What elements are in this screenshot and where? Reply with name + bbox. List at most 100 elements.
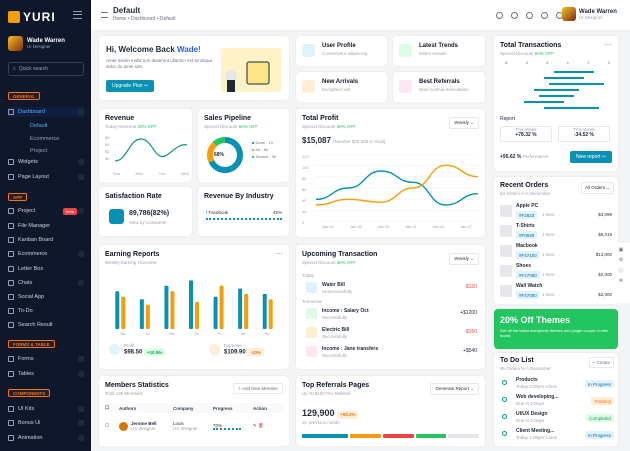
- orders-dropdown[interactable]: All Orders ⌄: [580, 182, 614, 194]
- transaction-row[interactable]: Electric Bill Successfully -$150: [302, 326, 479, 340]
- quick-best-referrals[interactable]: Best Referrals Quis nostrud exercitation: [393, 72, 485, 102]
- edit-icon[interactable]: ✎: [253, 423, 257, 428]
- profit-dropdown[interactable]: Weekly ⌄: [449, 117, 479, 129]
- upgrade-plan-button[interactable]: Upgrade Plan ⇨: [106, 80, 155, 92]
- row-name: Electric Bill: [322, 327, 350, 333]
- sidebar-sub-default[interactable]: Default: [30, 123, 48, 129]
- delete-icon[interactable]: 🗑: [258, 423, 264, 428]
- sidebar-item-widgets[interactable]: Widgets: [8, 157, 84, 167]
- industry-row: f Facebook 45%: [206, 210, 282, 215]
- donut-segment: [207, 137, 243, 173]
- header-user[interactable]: Wade Warren UI Designer: [562, 7, 617, 21]
- order-item[interactable]: Shoes #F47000 1 Item $2,000: [500, 263, 612, 281]
- profit-stat: Profit $98.50 +10.5%: [109, 343, 166, 356]
- sidebar-item-letter-box[interactable]: Letter Box: [8, 264, 84, 274]
- section-forms: FORMS & TABLE: [8, 340, 55, 348]
- todo-item[interactable]: Client Meeting... Today 1:00pm Clock In Pr…: [500, 428, 614, 443]
- profit-yticks: 120 100 80 60 40 20 0: [302, 151, 309, 228]
- star-icon[interactable]: [511, 12, 518, 19]
- menu-icon[interactable]: [101, 12, 108, 18]
- todo-item-time: Due in 3 Days: [516, 401, 545, 406]
- xtick: Su: [264, 331, 270, 336]
- add-member-button[interactable]: + Add New Member: [233, 383, 283, 394]
- profit-line: [316, 170, 478, 206]
- search-icon[interactable]: [496, 12, 503, 19]
- chevron-icon: [78, 406, 84, 412]
- sales-pipeline-card: Sales Pipeline Special Discount 60% OFF …: [198, 109, 289, 182]
- todo-item[interactable]: Products Today 3:00pm Clock In Progress: [500, 377, 614, 392]
- logo[interactable]: YURI: [8, 8, 56, 26]
- members-sub: Total 136 Members: [105, 391, 144, 396]
- moon-icon[interactable]: [541, 12, 548, 19]
- mail-icon: [8, 266, 14, 272]
- transaction-row[interactable]: Income : Salary Oct Successfully +$1200: [302, 307, 479, 321]
- todo-status-badge: In Progress: [584, 380, 614, 388]
- industry-card: Revenue By Industry f Facebook 45%: [198, 187, 289, 236]
- bell-icon[interactable]: [526, 12, 533, 19]
- upcoming-dropdown[interactable]: Weekly ⌄: [449, 253, 479, 265]
- sidebar-item-chats[interactable]: Chats: [8, 278, 84, 288]
- sidebar-sub-project[interactable]: Project: [30, 148, 48, 154]
- todo-item[interactable]: Web developing... Due in 3 Days Pending: [500, 394, 614, 409]
- stat-value-row: $109.90 -10%: [224, 348, 264, 356]
- stat-value-row: $98.50 +10.5%: [124, 348, 166, 356]
- quick-new-arrivals[interactable]: New Arrivals Excepteur sint: [296, 72, 387, 102]
- sidebar-item-file-manager[interactable]: File Manager: [8, 221, 84, 231]
- bar-segment: [350, 434, 381, 438]
- order-item[interactable]: Macbook #F47100 1 Item $13,000: [500, 243, 612, 261]
- order-price: $3,099: [598, 212, 612, 217]
- quick-search-input[interactable]: ⌕ Quick search: [8, 62, 84, 76]
- sidebar-item-animation[interactable]: Animation: [8, 433, 84, 443]
- sidebar-item-page-layout[interactable]: Page Layout: [8, 172, 84, 182]
- checkbox[interactable]: ☐: [105, 423, 110, 428]
- earning-bar: [219, 285, 224, 329]
- donut-segment: [207, 137, 243, 173]
- sidebar-item-ui-kits[interactable]: UI Kits: [8, 404, 84, 414]
- sidebar-profile[interactable]: Wade Warren UI Designer: [8, 33, 86, 53]
- quick-latest-trends[interactable]: Latest Trends Minim veniam: [393, 36, 485, 66]
- sidebar-item-project[interactable]: Project New: [8, 206, 84, 216]
- ytick: 80: [302, 176, 307, 181]
- order-item[interactable]: T-Shirts #F0948 1 Item $5,019: [500, 223, 612, 241]
- transaction-row[interactable]: Water Bill Unsuccessfully -$120: [302, 281, 479, 295]
- sidebar-item-kanban[interactable]: Kanban Board: [8, 235, 84, 245]
- checkbox[interactable]: ☐: [105, 405, 110, 410]
- new-report-button[interactable]: New report ⇨: [569, 151, 612, 163]
- pipeline-donut: [207, 137, 243, 173]
- sidebar-item-forms[interactable]: Forms: [8, 354, 84, 364]
- chevron-icon: [78, 251, 84, 257]
- more-icon[interactable]: ···: [604, 40, 612, 49]
- todo-item[interactable]: UI/UX Design Due in 3 Days Completed: [500, 411, 614, 426]
- chat-icon[interactable]: ✉: [618, 278, 624, 284]
- transaction-row[interactable]: Income : Jane transfers Successfully +$540: [302, 345, 479, 359]
- order-item[interactable]: Apple PC #F2623 1 Item $3,099: [500, 203, 612, 221]
- quick-user-profile[interactable]: User Profile Consectetur adipiscing: [296, 36, 387, 66]
- week-value: -34.52 %: [573, 132, 594, 138]
- sidebar-item-social-app[interactable]: Social App: [8, 292, 84, 302]
- sidebar-item-bonus-ui[interactable]: Bonus Ui: [8, 418, 84, 428]
- promo-card[interactable]: 20% Off Themes Get all the latest wordpr…: [494, 309, 618, 349]
- menu-toggle-icon[interactable]: [73, 11, 82, 19]
- order-item[interactable]: Wall Watch #F47000 1 Item $2,000: [500, 283, 612, 301]
- sidebar-item-todo[interactable]: To-Do: [8, 306, 84, 316]
- promo-title: 20% Off Themes: [500, 315, 571, 325]
- sidebar-item-dashboard[interactable]: Dashboard: [8, 107, 84, 117]
- xtick: Sa: [240, 331, 246, 336]
- quick-sub: Consectetur adipiscing: [322, 51, 368, 56]
- layout-icon[interactable]: ▣: [618, 247, 624, 253]
- chevron-icon: [78, 109, 84, 115]
- sidebar-item-ecommerce[interactable]: Ecommerce: [8, 249, 84, 259]
- sidebar-item-search-result[interactable]: Search Result: [8, 320, 84, 330]
- info-icon[interactable]: ⓘ: [618, 268, 624, 274]
- more-icon[interactable]: ···: [275, 249, 283, 258]
- generate-report-button[interactable]: Generate Report ⌄: [430, 383, 479, 395]
- sidebar-sub-ecommerce[interactable]: Ecommerce: [30, 136, 60, 142]
- sidebar-item-tables[interactable]: Tables: [8, 369, 84, 379]
- settings-icon[interactable]: ⚙: [618, 257, 624, 263]
- sidebar-item-label: Bonus Ui: [18, 420, 41, 426]
- row-name: Income : Salary Oct: [322, 308, 369, 314]
- table-row[interactable]: ☐ Jerome Bell UX designer Louis UX designer 7…: [105, 418, 283, 434]
- dropdown-label: Weekly: [454, 256, 469, 261]
- create-todo-button[interactable]: + Create: [588, 357, 614, 368]
- form-icon: [8, 356, 14, 362]
